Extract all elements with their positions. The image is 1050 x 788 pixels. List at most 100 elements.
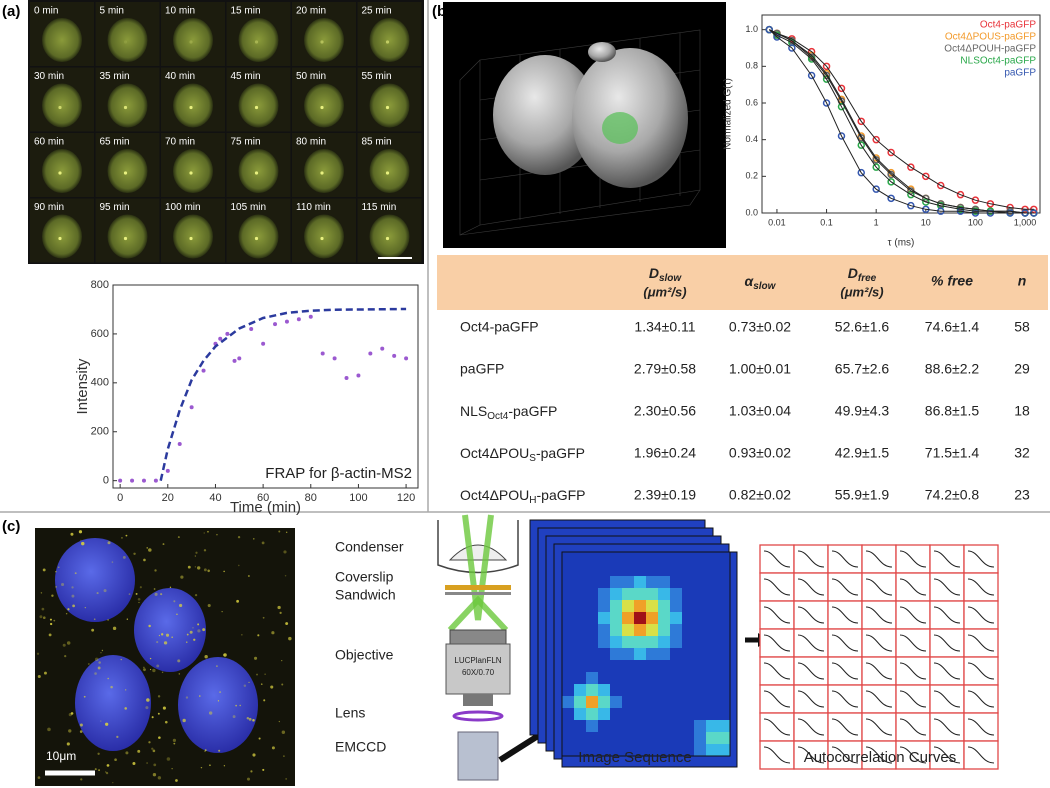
- puncta: [42, 616, 46, 620]
- puncta: [125, 534, 128, 537]
- curve: [797, 550, 825, 568]
- pixel: [694, 744, 706, 756]
- label: Autocorrelation Curves: [804, 749, 957, 766]
- puncta: [137, 749, 141, 753]
- pixel: [718, 672, 730, 684]
- fit-line: [769, 29, 1034, 214]
- x-axis-label: τ (ms): [888, 238, 915, 249]
- puncta: [165, 633, 170, 637]
- pixel: [658, 732, 670, 744]
- pixel: [682, 588, 694, 600]
- puncta: [68, 729, 72, 733]
- cell: [759, 572, 795, 602]
- point: [986, 200, 995, 208]
- puncta: [223, 765, 226, 767]
- point: [218, 336, 223, 341]
- puncta: [105, 771, 109, 775]
- point: [177, 441, 182, 446]
- cell: [861, 600, 897, 630]
- x-axis-label: Time (min): [230, 499, 301, 516]
- spot: [254, 236, 259, 241]
- pixel: [682, 672, 694, 684]
- point: [141, 478, 146, 483]
- pixel: [694, 648, 706, 660]
- puncta: [203, 568, 207, 572]
- puncta: [44, 671, 47, 675]
- puncta: [177, 659, 181, 663]
- nucleus: [42, 214, 82, 259]
- pixel: [610, 552, 622, 564]
- spot: [123, 40, 128, 44]
- pixel: [706, 600, 718, 612]
- puncta: [186, 633, 189, 636]
- puncta: [80, 539, 82, 542]
- puncta: [223, 570, 225, 573]
- puncta: [263, 699, 266, 702]
- nucleus: [238, 18, 279, 62]
- pixel: [658, 636, 670, 648]
- pixel: [574, 588, 586, 600]
- pixel: [718, 624, 730, 636]
- cell: [929, 544, 965, 574]
- puncta: [154, 592, 158, 596]
- puncta: [128, 593, 131, 596]
- pixel: [658, 624, 670, 636]
- spot: [58, 236, 62, 241]
- name-tail: -paGFP: [537, 487, 586, 503]
- puncta: [97, 752, 100, 755]
- puncta: [40, 592, 43, 594]
- curve: [865, 662, 893, 680]
- puncta: [80, 778, 83, 781]
- time-label: 100 min: [165, 202, 201, 213]
- puncta: [203, 532, 205, 534]
- label: EMCCD: [335, 739, 386, 755]
- puncta: [257, 634, 260, 637]
- cell: 42.9±1.5: [835, 445, 890, 461]
- pixel: [706, 720, 718, 732]
- row-name: Oct4ΔPOUS-paGFP: [460, 445, 585, 464]
- pixel: [718, 708, 730, 720]
- cell: 58: [1014, 319, 1030, 335]
- puncta: [87, 663, 90, 665]
- cell: [793, 544, 829, 574]
- pixel: [634, 708, 646, 720]
- pixel: [634, 648, 646, 660]
- pixel: [634, 564, 646, 576]
- nucleus: [369, 149, 410, 193]
- pixel: [622, 576, 634, 588]
- pixel: [574, 576, 586, 588]
- cell: [793, 572, 829, 602]
- spot: [123, 236, 128, 241]
- puncta: [204, 749, 207, 752]
- pixel: [622, 588, 634, 600]
- pixel: [610, 708, 622, 720]
- puncta: [173, 742, 176, 745]
- puncta: [74, 572, 77, 575]
- spot: [58, 105, 62, 110]
- puncta: [153, 763, 157, 767]
- puncta: [166, 757, 171, 761]
- pixel: [682, 744, 694, 756]
- puncta: [48, 633, 52, 637]
- puncta: [182, 718, 186, 723]
- pixel: [682, 624, 694, 636]
- cell: [929, 628, 965, 658]
- puncta: [100, 652, 102, 654]
- spot: [123, 105, 128, 110]
- puncta: [148, 548, 152, 552]
- pixel: [658, 600, 670, 612]
- fit-line: [159, 307, 407, 481]
- point: [165, 468, 170, 473]
- puncta: [198, 695, 201, 697]
- curve: [797, 606, 825, 624]
- curve: [933, 718, 961, 736]
- point: [907, 190, 915, 199]
- frame-border: [561, 551, 731, 757]
- pixel: [646, 612, 658, 624]
- pixel: [610, 564, 622, 576]
- curve: [763, 578, 791, 596]
- pixel: [682, 720, 694, 732]
- pixel: [562, 696, 574, 708]
- time-label: 15 min: [231, 6, 261, 17]
- puncta: [66, 641, 71, 645]
